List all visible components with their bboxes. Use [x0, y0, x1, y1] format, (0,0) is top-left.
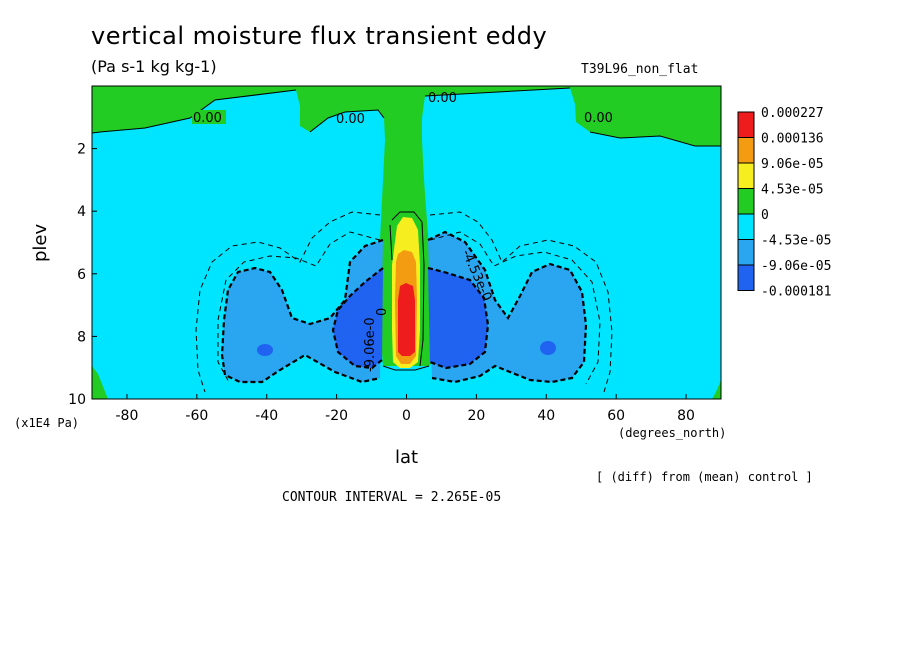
contour-label-zero-1: 0.00	[193, 111, 222, 126]
y-tick-label: 6	[77, 267, 86, 283]
legend-label: -4.53e-05	[761, 234, 831, 249]
y-tick-label: 2	[77, 142, 86, 158]
chart-units: (Pa s-1 kg kg-1)	[91, 57, 217, 76]
legend-swatch	[737, 188, 755, 215]
contour-label-neg-9: -9.06e-0	[363, 317, 378, 372]
x-tick-label: 80	[677, 408, 695, 424]
color-legend: 0.000227 0.000136 9.06e-05 4.53e-05 0 -4.53e-…	[737, 106, 831, 300]
contour-label-bg	[192, 110, 226, 124]
x-tick-label: 0	[402, 408, 411, 424]
legend-swatch	[737, 137, 755, 164]
field-green-corner-left	[92, 366, 108, 399]
y-tick-label: 8	[77, 329, 86, 345]
legend-label: 4.53e-05	[761, 183, 824, 198]
field-darkblue-left	[333, 268, 383, 368]
contour-label-zero-5: 0	[375, 308, 390, 316]
legend-label: 0	[761, 208, 769, 223]
legend-label: 9.06e-05	[761, 157, 824, 172]
legend-swatch	[737, 162, 755, 189]
field-darkblue-spot-left	[257, 344, 273, 356]
field-darkblue-right	[428, 268, 488, 368]
y-axis-unit: (x1E4 Pa)	[14, 416, 80, 430]
field-green-corner-right	[712, 380, 721, 399]
x-tick-label: 40	[537, 408, 555, 424]
x-tick-label: -80	[116, 408, 139, 424]
field-red-core	[398, 283, 415, 356]
run-label: T39L96_non_flat	[581, 62, 699, 77]
x-tick-label: -20	[325, 408, 348, 424]
y-axis-ticks: 2 4 6 8 10	[68, 142, 97, 408]
contour-lines-strong	[220, 230, 588, 384]
contour-label-zero-4: 0.00	[584, 111, 613, 126]
x-axis-ticks: -80 -60 -40 -20 0 20 40 60 80	[116, 394, 695, 424]
x-axis-unit: (degrees_north)	[618, 426, 727, 440]
x-tick-label: 20	[467, 408, 485, 424]
y-tick-label: 4	[77, 204, 86, 220]
contour-lines-negative	[195, 211, 613, 393]
diff-note: [ (diff) from (mean) control ]	[596, 470, 813, 484]
legend-swatch	[737, 239, 755, 266]
legend-swatch	[737, 111, 755, 138]
legend-swatch	[737, 264, 755, 291]
x-tick-label: -60	[185, 408, 208, 424]
contour-label-zero-2: 0.00	[336, 112, 365, 127]
x-tick-label: -40	[255, 408, 278, 424]
legend-label: 0.000227	[761, 106, 824, 121]
x-axis-label: lat	[395, 447, 419, 468]
field-darkblue-spot-right	[540, 341, 556, 355]
legend-swatch	[737, 213, 755, 240]
contour-interval: CONTOUR INTERVAL = 2.265E-05	[282, 490, 502, 505]
legend-label: -0.000181	[761, 285, 831, 300]
y-tick-label: 10	[68, 392, 86, 408]
x-tick-label: 60	[607, 408, 625, 424]
contour-lines	[92, 87, 721, 371]
chart-title: vertical moisture flux transient eddy	[91, 22, 548, 50]
legend-label: -9.06e-05	[761, 259, 831, 274]
plot-area: 0.00 0.00 0.00 0.00 -4.53e-0 -9.06e-0 0	[92, 86, 721, 399]
legend-label: 0.000136	[761, 132, 824, 147]
contour-label-zero-3: 0.00	[428, 91, 457, 106]
